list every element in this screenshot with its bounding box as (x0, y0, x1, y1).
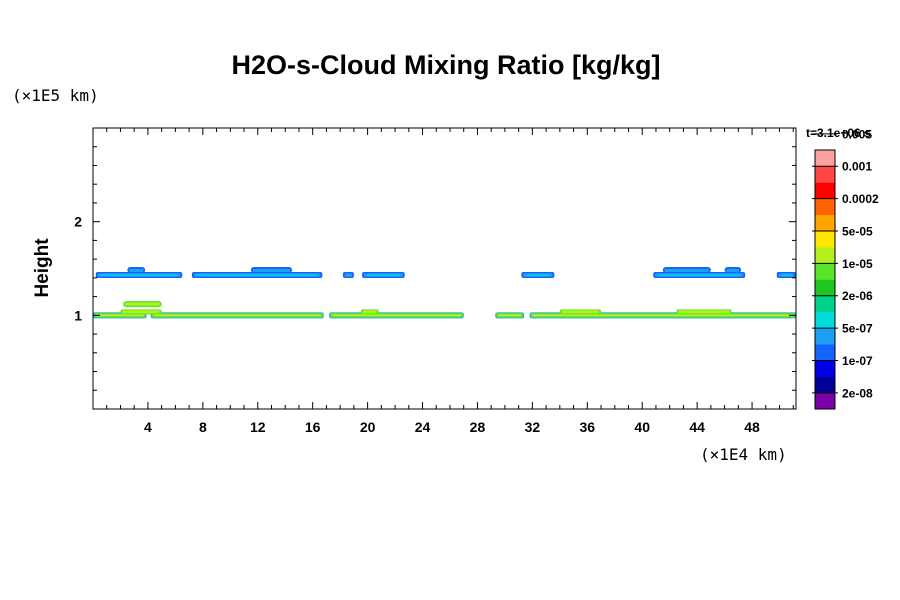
upper-cloud-peak (196, 274, 318, 276)
colorbar-swatch (815, 279, 835, 296)
upper-cloud-bump-core (129, 269, 144, 273)
lower-cloud-patch-core (125, 302, 160, 306)
colorbar-label: 1e-07 (842, 354, 873, 368)
y-unit-label: (×1E5 km) (12, 86, 99, 105)
x-tick-label: 48 (744, 419, 760, 435)
y-tick-label: 2 (74, 214, 82, 230)
colorbar-swatch (815, 247, 835, 264)
upper-cloud-peak (367, 274, 400, 276)
x-unit-label: (×1E4 km) (700, 445, 787, 464)
lower-cloud-core (96, 314, 144, 317)
lower-cloud-bump-core (561, 310, 600, 314)
colorbar-swatch (815, 230, 835, 248)
colorbar: 0.005 0.001 0.0002 5e-05 1e-05 2e-06 5e-07 1e-0… (812, 127, 879, 410)
colorbar-label: 0.0002 (842, 192, 879, 206)
colorbar-swatch (815, 344, 835, 361)
colorbar-label: 0.001 (842, 160, 872, 174)
x-tick-label: 36 (580, 419, 596, 435)
x-tick-label: 40 (634, 419, 650, 435)
colorbar-swatch (815, 328, 835, 345)
upper-cloud-peak (658, 274, 741, 276)
lower-cloud-bump-core (678, 310, 730, 314)
colorbar-swatch (815, 295, 835, 313)
colorbar-swatch (815, 150, 835, 167)
colorbar-label: 5e-07 (842, 322, 873, 336)
upper-cloud-bump-core (726, 269, 740, 273)
colorbar-swatch (815, 214, 835, 232)
x-tick-label: 24 (415, 419, 431, 435)
x-tick-label: 8 (199, 419, 207, 435)
colorbar-swatch (815, 376, 835, 394)
colorbar-swatch (815, 198, 835, 216)
y-ticks: 12 (74, 146, 796, 391)
lower-cloud-core (153, 314, 321, 317)
y-axis-label: Height (32, 238, 53, 298)
x-tick-label: 16 (305, 419, 321, 435)
colorbar-label: 2e-06 (842, 289, 873, 303)
colorbar-swatch (815, 166, 835, 183)
colorbar-swatch (815, 311, 835, 329)
upper-cloud-bump-core (252, 269, 291, 273)
colorbar-label: 0.005 (842, 127, 872, 141)
plot-frame (92, 127, 797, 410)
upper-cloud-peak (781, 274, 791, 276)
colorbar-label: 1e-05 (842, 257, 873, 271)
x-tick-label: 44 (689, 419, 705, 435)
y-tick-label: 1 (74, 307, 82, 323)
upper-cloud-peak (526, 274, 550, 276)
plot-marks (93, 267, 796, 319)
colorbar-frame (814, 149, 836, 410)
x-tick-label: 32 (525, 419, 541, 435)
lower-cloud-core (498, 314, 522, 317)
x-tick-label: 20 (360, 419, 376, 435)
colorbar-label: 5e-05 (842, 224, 873, 238)
colorbar-swatch (815, 360, 835, 377)
x-tick-label: 12 (250, 419, 266, 435)
x-tick-label: 28 (470, 419, 486, 435)
lower-cloud-core (532, 314, 793, 317)
lower-cloud-bump-core (362, 310, 377, 314)
x-tick-label: 4 (144, 419, 152, 435)
colorbar-label: 2e-08 (842, 386, 873, 400)
upper-cloud-peak (347, 274, 349, 276)
colorbar-swatch (815, 392, 835, 410)
x-ticks: 4 8 12 16 20 24 28 32 36 40 44 48 (106, 128, 794, 435)
upper-cloud-peak (100, 274, 178, 276)
chart-title: H2O-s-Cloud Mixing Ratio [kg/kg] (232, 50, 661, 80)
colorbar-swatch (815, 263, 835, 280)
lower-cloud-bump-core (122, 310, 160, 314)
upper-cloud-bump-core (664, 269, 709, 273)
time-label: t=3.1e+06 s (806, 126, 871, 140)
colorbar-swatch (815, 182, 835, 199)
lower-cloud-core (332, 314, 461, 317)
